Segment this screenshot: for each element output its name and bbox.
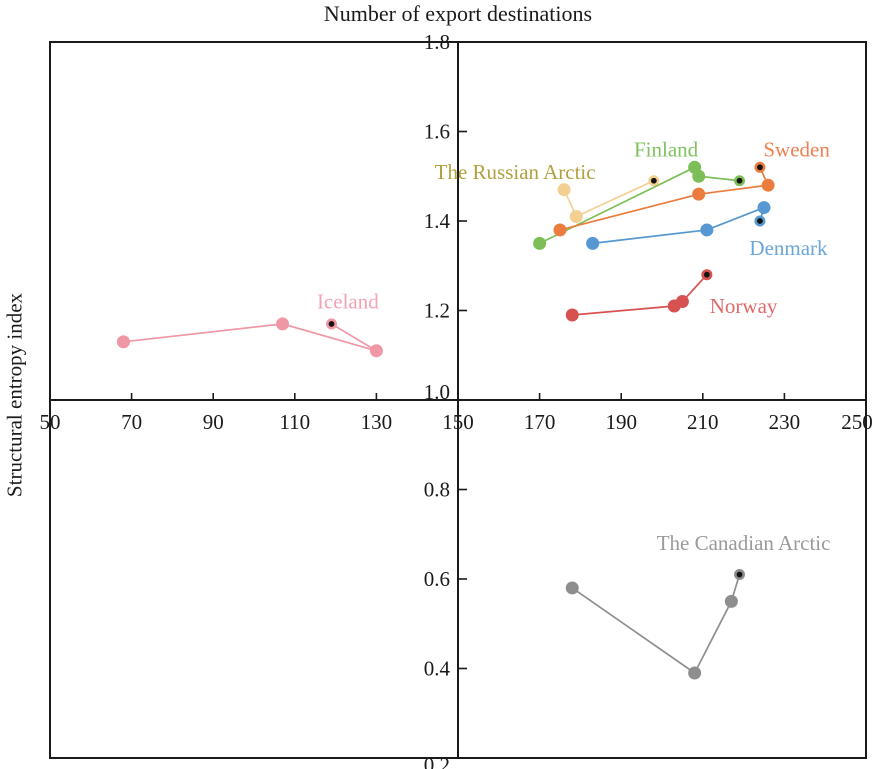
x-tick-label: 130 <box>361 410 393 434</box>
chart-title: Number of export destinations <box>323 1 593 26</box>
the-canadian-arctic-point <box>688 666 702 680</box>
x-tick-label: 230 <box>769 410 801 434</box>
iceland-label: Iceland <box>317 290 379 314</box>
x-tick-label: 90 <box>203 410 224 434</box>
the-canadian-arctic-highlight-point <box>734 569 746 581</box>
the-canadian-arctic-label: The Canadian Arctic <box>657 531 831 555</box>
sweden-line <box>559 166 770 231</box>
finland-highlight-point <box>734 175 746 187</box>
sweden-highlight-point <box>754 161 766 173</box>
the-russian-arctic-point <box>557 183 571 197</box>
x-tick-label: 150 <box>442 410 474 434</box>
the-russian-arctic-highlight-point <box>648 175 660 187</box>
denmark-point <box>757 201 771 215</box>
x-tick-label: 50 <box>40 410 61 434</box>
iceland-line <box>123 323 377 352</box>
y-tick-label: 1.2 <box>424 299 450 323</box>
denmark-point <box>700 223 714 237</box>
iceland-point <box>276 317 290 331</box>
the-canadian-arctic-point <box>565 581 579 595</box>
y-tick-label: 1.6 <box>424 120 450 144</box>
the-russian-arctic-label: The Russian Arctic <box>435 160 596 184</box>
x-tick-label: 210 <box>687 410 719 434</box>
denmark-highlight-point <box>754 215 766 227</box>
finland-point <box>533 236 547 250</box>
sweden-label: Sweden <box>763 137 830 161</box>
finland-label: Finland <box>634 137 699 161</box>
the-russian-arctic-point <box>569 210 583 224</box>
sweden-point <box>553 223 567 237</box>
norway-point <box>675 295 689 309</box>
x-tick-label: 250 <box>841 410 873 434</box>
y-tick-label: 0.6 <box>424 567 450 591</box>
the-canadian-arctic-line <box>571 574 741 675</box>
iceland-highlight-point <box>326 318 338 330</box>
denmark-label: Denmark <box>749 236 828 260</box>
y-tick-label: 0.2 <box>424 753 450 769</box>
y-tick-label: 1.4 <box>424 209 451 233</box>
norway-label: Norway <box>710 294 778 318</box>
denmark-line <box>592 206 766 245</box>
the-canadian-arctic-point <box>724 594 738 608</box>
denmark-point <box>586 236 600 250</box>
y-tick-label: 0.4 <box>424 657 451 681</box>
y-tick-label: 0.8 <box>424 478 450 502</box>
iceland-point <box>116 335 130 349</box>
x-tick-label: 170 <box>524 410 556 434</box>
sweden-point <box>761 178 775 192</box>
iceland-point <box>369 344 383 358</box>
norway-point <box>565 308 579 322</box>
y-tick-label: 1.0 <box>424 380 450 404</box>
y-tick-label: 1.8 <box>424 30 450 54</box>
finland-point <box>692 169 706 183</box>
x-tick-label: 110 <box>279 410 310 434</box>
sweden-point <box>692 187 706 201</box>
x-tick-label: 70 <box>121 410 142 434</box>
norway-line <box>572 274 708 316</box>
norway-highlight-point <box>701 269 713 281</box>
x-tick-label: 190 <box>605 410 637 434</box>
